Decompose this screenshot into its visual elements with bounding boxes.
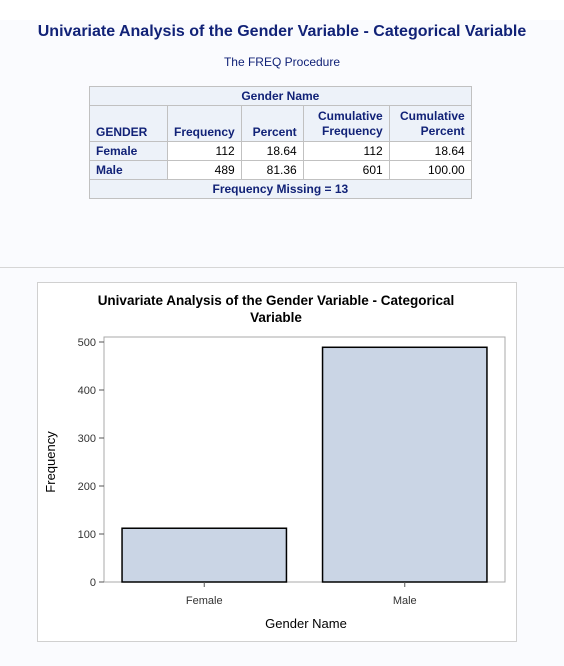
cum-percent-line2: Percent	[420, 124, 465, 138]
cum-percent-line1: Cumulative	[400, 109, 465, 123]
col-header-cum-percent: Cumulative Percent	[388, 105, 472, 142]
table-row: Female 112 18.64 112 18.64	[89, 141, 472, 161]
row-label: Male	[89, 160, 168, 180]
procedure-title: The FREQ Procedure	[223, 55, 341, 69]
x-tick-label: Female	[186, 595, 223, 607]
chart-title: Univariate Analysis of the Gender Variab…	[0, 292, 552, 326]
chart-title-line1: Univariate Analysis of the Gender Variab…	[97, 293, 455, 308]
x-tick-label: Male	[393, 595, 417, 607]
x-axis-label: Gender Name	[265, 616, 347, 631]
table-footer: Frequency Missing = 13	[89, 179, 472, 199]
cum-frequency-line1: Cumulative	[318, 109, 383, 123]
cell-cum-frequency: 601	[302, 160, 390, 180]
y-tick-label: 400	[78, 385, 96, 397]
y-tick-label: 300	[78, 433, 96, 445]
cum-frequency-line2: Frequency	[322, 124, 383, 138]
bar-male	[321, 346, 488, 583]
table-title: Gender Name	[89, 86, 472, 106]
section-divider	[0, 267, 564, 268]
col-header-percent: Percent	[240, 105, 304, 142]
row-label: Female	[89, 141, 168, 161]
y-axis-label: Frequency	[43, 431, 58, 493]
bar-female	[121, 527, 288, 583]
col-header-gender: GENDER	[89, 105, 168, 142]
page-title: Univariate Analysis of the Gender Variab…	[37, 23, 527, 40]
y-tick-label: 500	[78, 337, 96, 349]
y-tick-label: 100	[78, 529, 96, 541]
cell-percent: 81.36	[240, 160, 304, 180]
col-header-cum-frequency: Cumulative Frequency	[302, 105, 390, 142]
chart-title-line2: Variable	[250, 310, 302, 325]
cell-cum-frequency: 112	[302, 141, 390, 161]
y-tick-label: 0	[90, 577, 96, 589]
y-tick-label: 200	[78, 481, 96, 493]
col-header-frequency: Frequency	[167, 105, 242, 142]
cell-frequency: 489	[167, 160, 242, 180]
frequency-table: Gender Name GENDER Frequency Percent Cum…	[89, 86, 472, 199]
top-strip	[0, 0, 564, 20]
